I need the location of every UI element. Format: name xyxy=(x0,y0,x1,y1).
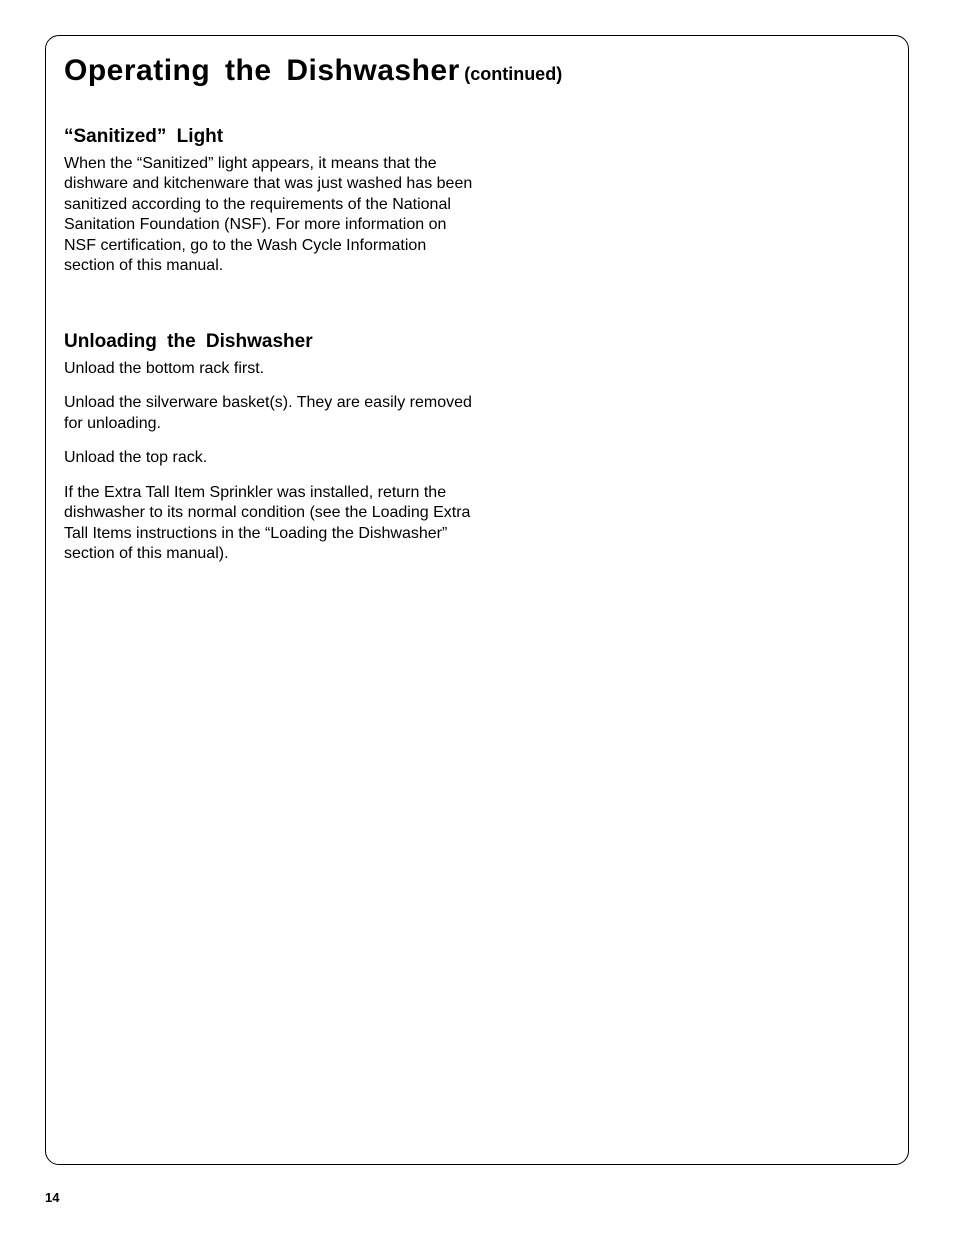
section-heading: Unloading the Dishwasher xyxy=(64,331,474,353)
page-title: Operating the Dishwasher (continued) xyxy=(64,54,890,88)
page-frame: Operating the Dishwasher (continued) “Sa… xyxy=(45,35,909,1165)
section-unloading: Unloading the Dishwasher Unload the bott… xyxy=(64,331,474,565)
section-sanitized-light: “Sanitized” Light When the “Sanitized” l… xyxy=(64,126,474,277)
paragraph: Unload the silverware basket(s). They ar… xyxy=(64,393,474,434)
paragraph: When the “Sanitized” light appears, it m… xyxy=(64,154,474,277)
title-main: Operating the Dishwasher xyxy=(64,54,460,87)
section-heading: “Sanitized” Light xyxy=(64,126,474,148)
page-number: 14 xyxy=(45,1190,59,1205)
paragraph: Unload the top rack. xyxy=(64,448,474,468)
manual-page: Operating the Dishwasher (continued) “Sa… xyxy=(0,0,954,1235)
paragraph: Unload the bottom rack first. xyxy=(64,359,474,379)
content-column: “Sanitized” Light When the “Sanitized” l… xyxy=(64,126,474,565)
section-spacer xyxy=(64,291,474,331)
paragraph: If the Extra Tall Item Sprinkler was ins… xyxy=(64,483,474,565)
title-continued: (continued) xyxy=(464,64,562,84)
